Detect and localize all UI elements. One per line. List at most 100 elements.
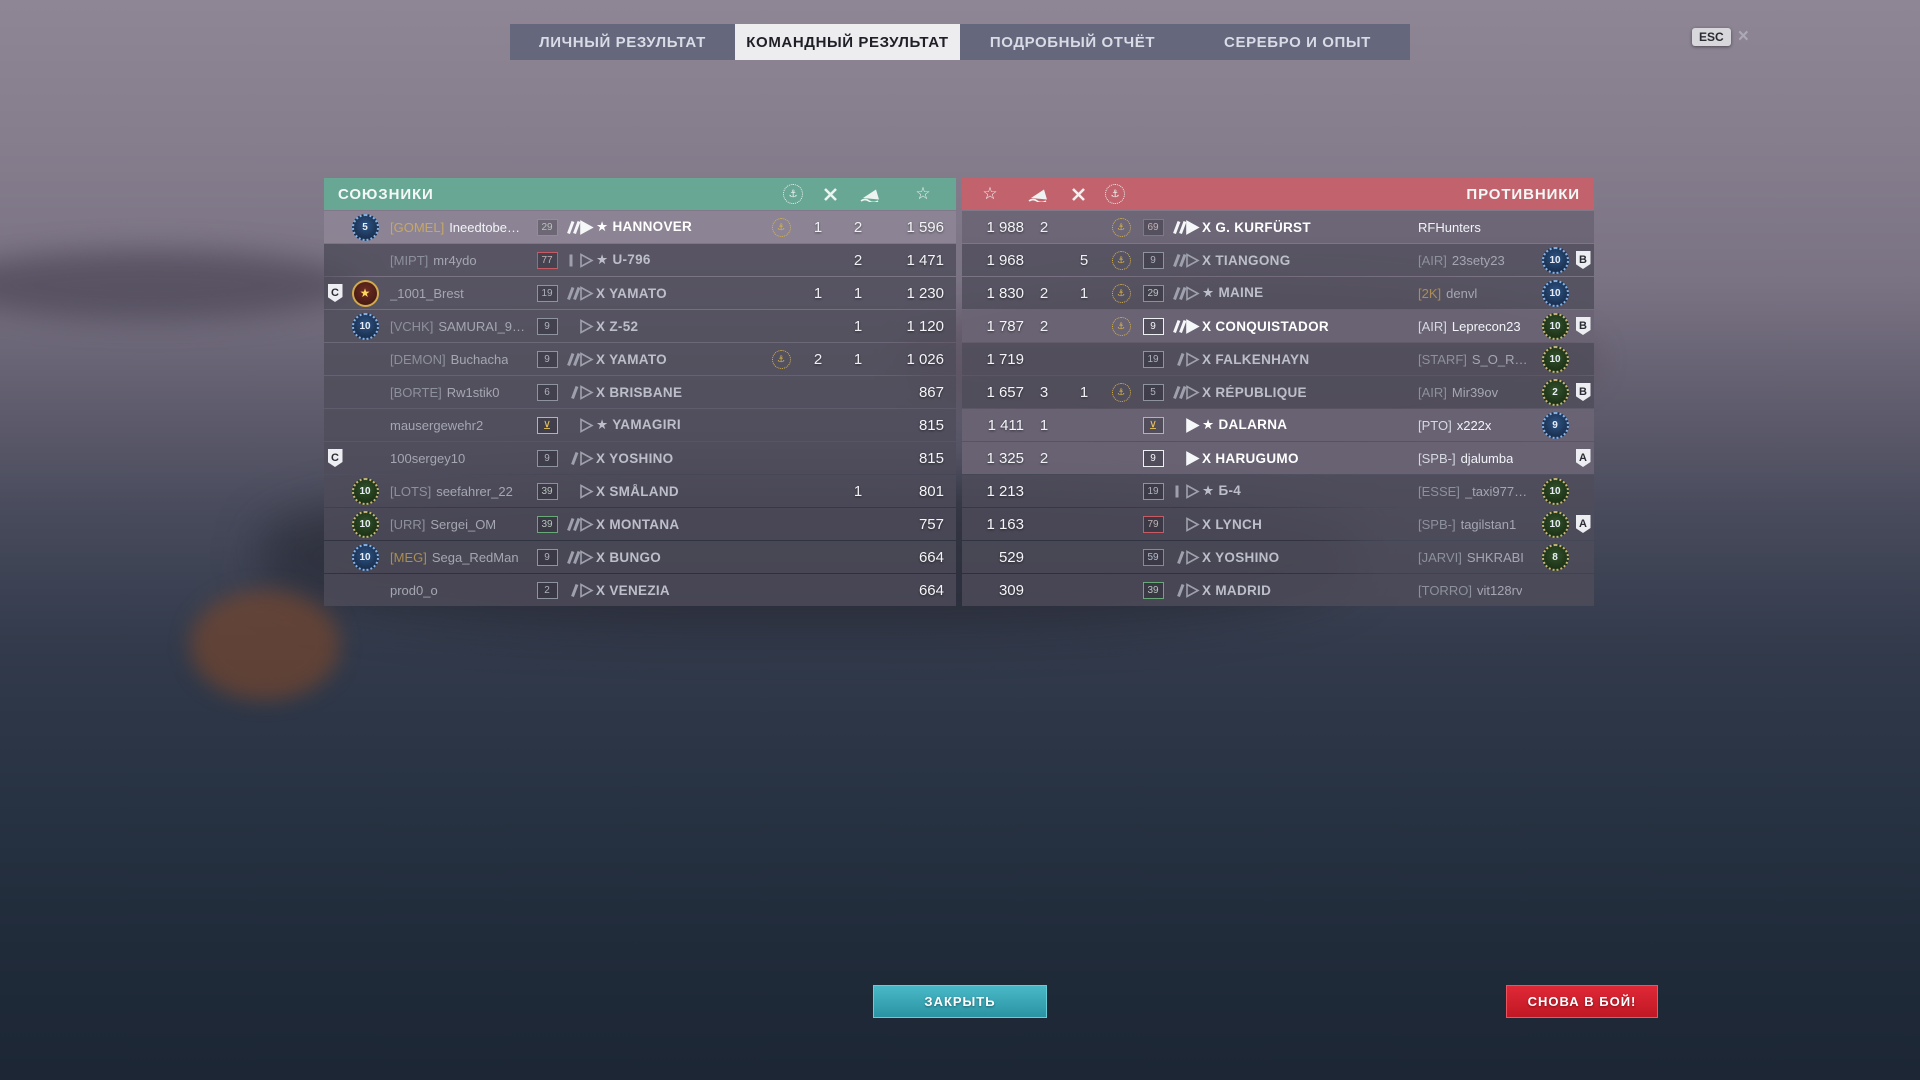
player-name-cell[interactable]: [SPB-] djalumba — [1382, 451, 1538, 466]
ship-class-dd-icon — [1185, 516, 1200, 532]
ship-name-cell: ★ HANNOVER — [596, 219, 764, 235]
achievement-wreath-icon: ⚓ — [1111, 250, 1131, 270]
player-name-cell[interactable]: [SPB-] tagilstan1 — [1382, 517, 1538, 532]
team-row[interactable]: 10 [MEG] Sega_RedMan 9 X BUNGO 664 — [324, 541, 956, 573]
team-row[interactable]: 10 [URR] Sergei_OM 39 X MONTANA 757 — [324, 508, 956, 540]
experience-star-icon: ☆ — [915, 184, 931, 204]
player-name-cell[interactable]: [DEMON] Buchacha — [384, 352, 532, 367]
player-name-cell[interactable]: mausergewehr2 — [384, 418, 532, 433]
team-row[interactable]: 1 411 1 ⊻ ★ DALARNA [PTO] x222x 9 — [962, 409, 1594, 441]
ships-destroyed-value: 1 — [853, 350, 863, 368]
team-row[interactable]: 1 787 2 ⚓ 9 X CONQUISTADOR [AIR] Leprecon23 10 B — [962, 310, 1594, 342]
achievement-wreath-icon: ⚓ — [1111, 382, 1131, 402]
team-row[interactable]: 1 163 79 X LYNCH [SPB-] tagilstan1 10 A — [962, 508, 1594, 540]
team-row[interactable]: 1 968 5 ⚓ 9 X TIANGONG [AIR] 23sety23 10 B — [962, 244, 1594, 276]
rank-badge: 9 — [536, 317, 558, 335]
rank-badge: ⊻ — [536, 416, 558, 434]
ship-name: ★ U-796 — [596, 252, 651, 267]
planes-destroyed-value: 5 — [1079, 251, 1089, 269]
team-row[interactable]: 5 [GOMEL] Ineedtobe… 29 ★ HANNOVER ⚓ 1 2 1 596 — [324, 211, 956, 243]
ship-name-cell: X BUNGO — [596, 550, 764, 565]
close-button[interactable]: ЗАКРЫТЬ — [873, 985, 1047, 1018]
team-row[interactable]: C ★ _1001_Brest 19 X YAMATO 1 1 1 230 — [324, 277, 956, 309]
player-name-cell[interactable]: [MEG] Sega_RedMan — [384, 550, 532, 565]
team-row[interactable]: 1 657 3 1 ⚓ 5 X RÉPUBLIQUE [AIR] Mir39ov 2 B — [962, 376, 1594, 408]
team-row[interactable]: [BORTE] Rw1stik0 6 X BRISBANE 867 — [324, 376, 956, 408]
tab-team-result[interactable]: КОМАНДНЫЙ РЕЗУЛЬТАТ — [735, 24, 960, 60]
ship-name-cell: ★ DALARNA — [1202, 417, 1382, 433]
team-row[interactable]: 1 325 2 9 X HARUGUMO [SPB-] djalumba A — [962, 442, 1594, 474]
player-name-cell[interactable]: prod0_o — [384, 583, 532, 598]
player-name: vit128rv — [1476, 582, 1523, 598]
rank-badge: 19 — [536, 284, 558, 302]
player-name-cell[interactable]: [MIPT] mr4ydo — [384, 253, 532, 268]
player-name-cell[interactable]: [STARF]S_O_R_A_… — [1382, 352, 1538, 367]
tab-personal-result[interactable]: ЛИЧНЫЙ РЕЗУЛЬТАТ — [539, 33, 706, 51]
team-row[interactable]: 10 [LOTS] seefahrer_22 39 X SMÅLAND 1 801 — [324, 475, 956, 507]
clan-tag: [PTO] — [1418, 417, 1452, 433]
team-row[interactable]: C 100sergey10 9 X YOSHINO 815 — [324, 442, 956, 474]
team-row[interactable]: 309 39 X MADRID [TORRO] vit128rv — [962, 574, 1594, 606]
experience-value: 757 — [918, 515, 944, 533]
tab-credit-and-xp[interactable]: СЕРЕБРО И ОПЫТ — [1224, 33, 1371, 51]
player-name: prod0_o — [390, 582, 438, 598]
tab-detailed-report[interactable]: ПОДРОБНЫЙ ОТЧЁТ — [989, 33, 1156, 51]
player-name: Ineedtobe… — [449, 219, 521, 235]
player-name: 100sergey10 — [390, 450, 466, 466]
achievements-wreath-icon: ⚓ — [1098, 184, 1132, 204]
division-marker: C — [324, 449, 346, 467]
team-row[interactable]: prod0_o 2 X VENEZIA 664 — [324, 574, 956, 606]
ship-name: ★ DALARNA — [1202, 417, 1288, 432]
player-name: Buchacha — [450, 351, 509, 367]
team-row[interactable]: 1 213 19 ★ Б-4 [ESSE] _taxi977977 10 — [962, 475, 1594, 507]
ship-name-cell: X HARUGUMO — [1202, 451, 1382, 466]
player-name-cell[interactable]: [TORRO] vit128rv — [1382, 583, 1538, 598]
experience-value: 1 471 — [906, 251, 944, 269]
ships-destroyed-value: 2 — [1039, 218, 1049, 236]
allies-rows: 5 [GOMEL] Ineedtobe… 29 ★ HANNOVER ⚓ 1 2 1 596 [M… — [324, 211, 956, 606]
close-icon[interactable]: × — [1737, 26, 1749, 47]
ship-name: X SMÅLAND — [596, 483, 679, 499]
team-row[interactable]: 529 59 X YOSHINO [JARVI] SHKRABI 8 — [962, 541, 1594, 573]
ship-class-bb-icon — [1172, 252, 1200, 268]
achievement-wreath-icon: ⚓ — [1111, 283, 1131, 303]
player-name-cell[interactable]: [ESSE] _taxi977977 — [1382, 484, 1538, 499]
team-row[interactable]: mausergewehr2 ⊻ ★ YAMAGIRI 815 — [324, 409, 956, 441]
team-row[interactable]: 1 988 2 ⚓ 69 X G. KURFÜRST RFHunters — [962, 211, 1594, 243]
battle-again-button[interactable]: СНОВА В БОЙ! — [1506, 985, 1658, 1018]
clan-tag: [2K] — [1418, 285, 1442, 301]
player-name-cell[interactable]: [AIR] Leprecon23 — [1382, 319, 1538, 334]
team-row[interactable]: [MIPT] mr4ydo 77 ★ U-796 2 1 471 — [324, 244, 956, 276]
player-name-cell[interactable]: RFHunters — [1382, 220, 1538, 235]
player-name-cell[interactable]: [AIR] Mir39ov — [1382, 385, 1538, 400]
player-name-cell[interactable]: [2K] denvl — [1382, 286, 1538, 301]
player-name-cell[interactable]: [GOMEL] Ineedtobe… — [384, 220, 532, 235]
team-row[interactable]: 10 [VCHK] SAMURAI_9… 9 X Z-52 1 1 120 — [324, 310, 956, 342]
player-name-cell[interactable]: _1001_Brest — [384, 286, 532, 301]
achievement-wreath-icon: ⚓ — [771, 217, 791, 237]
ships-destroyed-value: 2 — [853, 251, 863, 269]
rank-badge: 6 — [536, 383, 558, 401]
division-marker: B — [1572, 317, 1594, 335]
player-name-cell[interactable]: [LOTS] seefahrer_22 — [384, 484, 532, 499]
player-name-cell[interactable]: 100sergey10 — [384, 451, 532, 466]
planes-destroyed-value: 1 — [813, 218, 823, 236]
player-name-cell[interactable]: [VCHK] SAMURAI_9… — [384, 319, 532, 334]
ship-name-cell: X RÉPUBLIQUE — [1202, 385, 1382, 400]
experience-value: 309 — [998, 581, 1024, 599]
ship-name: ★ Б-4 — [1202, 483, 1242, 498]
player-name-cell[interactable]: [JARVI] SHKRABI — [1382, 550, 1538, 565]
team-row[interactable]: 1 830 2 1 ⚓ 29 ★ MAINE [2K] denvl 10 — [962, 277, 1594, 309]
player-name-cell[interactable]: [PTO] x222x — [1382, 418, 1538, 433]
player-name-cell[interactable]: [URR] Sergei_OM — [384, 517, 532, 532]
team-row[interactable]: [DEMON] Buchacha 9 X YAMATO ⚓ 2 1 1 026 — [324, 343, 956, 375]
ships-destroyed-value: 1 — [853, 482, 863, 500]
planes-destroyed-icon — [810, 187, 850, 202]
ship-name-cell: X MONTANA — [596, 517, 764, 532]
league-badge: 9 — [1541, 411, 1569, 439]
player-name-cell[interactable]: [AIR] 23sety23 — [1382, 253, 1538, 268]
player-name-cell[interactable]: [BORTE] Rw1stik0 — [384, 385, 532, 400]
ships-destroyed-value: 1 — [853, 284, 863, 302]
rank-badge: 2 — [536, 581, 558, 599]
